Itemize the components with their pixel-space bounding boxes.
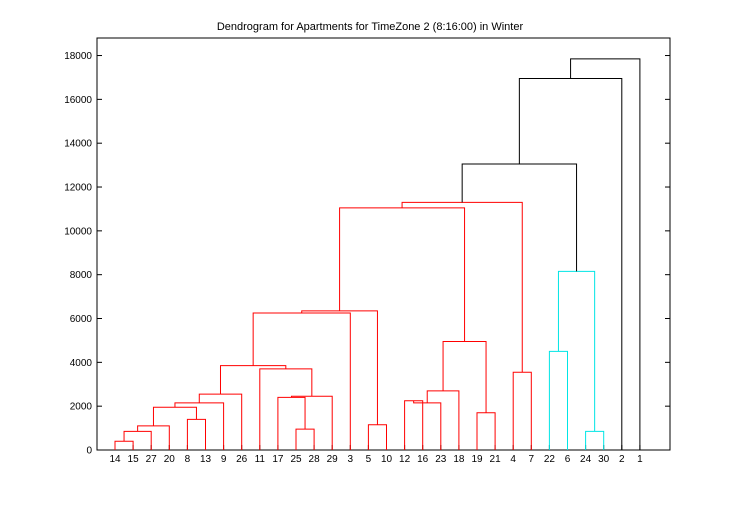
dendrogram-link — [277, 396, 306, 450]
dendrogram-link — [548, 350, 568, 450]
dendrogram-link — [295, 428, 315, 450]
dendrogram-link — [461, 163, 578, 272]
leaf-label: 26 — [236, 454, 248, 465]
dendrogram-link — [219, 365, 287, 395]
leaf-label: 7 — [529, 454, 535, 465]
dendrogram-link — [401, 201, 523, 373]
y-tick-label: 14000 — [64, 139, 92, 150]
leaf-label: 11 — [255, 454, 266, 465]
leaf-label: 5 — [366, 454, 372, 465]
leaf-label: 1 — [637, 454, 643, 465]
dendrogram-link — [585, 430, 605, 450]
dendrogram-link — [426, 390, 460, 450]
leaf-label: 19 — [471, 454, 483, 465]
dendrogram-link — [570, 58, 641, 450]
y-tick-label: 2000 — [70, 402, 93, 413]
y-axis: 0 2000 4000 6000 8000 10000 12000 14000 16000 180… — [64, 51, 670, 457]
leaf-label: 21 — [490, 454, 502, 465]
leaf-label: 4 — [510, 454, 516, 465]
dendrogram-link — [476, 412, 496, 450]
dendrogram-link — [137, 425, 170, 450]
leaf-label: 25 — [290, 454, 302, 465]
leaf-label: 8 — [185, 454, 191, 465]
y-tick-label: 16000 — [64, 95, 92, 106]
dendrogram-link — [186, 418, 206, 450]
y-tick-label: 4000 — [70, 358, 93, 369]
dendrogram-link — [152, 406, 197, 426]
leaf-label: 12 — [399, 454, 411, 465]
y-tick-label: 12000 — [64, 183, 92, 194]
leaf-label: 28 — [309, 454, 321, 465]
dendrogram-link — [404, 400, 424, 450]
leaf-label: 17 — [272, 454, 284, 465]
leaf-label: 2 — [619, 454, 625, 465]
leaf-label: 9 — [221, 454, 227, 465]
plot-area-frame — [96, 37, 671, 451]
leaf-label: 27 — [146, 454, 158, 465]
y-tick-label: 18000 — [64, 51, 92, 62]
dendrogram-link — [123, 430, 152, 450]
dendrogram-links — [114, 58, 641, 450]
dendrogram-link — [301, 310, 378, 425]
leaf-label: 29 — [327, 454, 339, 465]
dendrogram-link — [413, 400, 442, 450]
dendrogram-link — [367, 424, 387, 450]
x-axis: 14 15 27 20 8 13 9 26 11 17 25 28 29 3 5 10 12 16 23 18 19 21… — [109, 445, 643, 465]
leaf-label: 13 — [200, 454, 212, 465]
leaf-label: 16 — [417, 454, 429, 465]
dendrogram-link — [442, 341, 487, 413]
dendrogram-link — [259, 368, 313, 450]
leaf-label: 3 — [348, 454, 354, 465]
y-tick-label: 0 — [86, 446, 92, 457]
leaf-label: 23 — [435, 454, 447, 465]
dendrogram-link — [290, 395, 333, 450]
leaf-label: 18 — [453, 454, 465, 465]
chart-title: Dendrogram for Apartments for TimeZone 2… — [217, 21, 524, 33]
y-tick-label: 6000 — [70, 314, 93, 325]
leaf-label: 30 — [598, 454, 610, 465]
leaf-label: 6 — [565, 454, 571, 465]
y-tick-label: 8000 — [70, 270, 93, 281]
leaf-label: 22 — [544, 454, 556, 465]
leaf-label: 14 — [109, 454, 121, 465]
leaf-label: 15 — [128, 454, 140, 465]
dendrogram-link — [114, 440, 134, 450]
leaf-label: 20 — [164, 454, 176, 465]
leaf-label: 24 — [580, 454, 592, 465]
dendrogram-link — [512, 371, 532, 450]
y-tick-label: 10000 — [64, 226, 92, 237]
dendrogram-link — [339, 207, 466, 342]
leaf-label: 10 — [381, 454, 393, 465]
dendrogram-link — [174, 402, 225, 450]
dendrogram-link — [518, 78, 623, 450]
